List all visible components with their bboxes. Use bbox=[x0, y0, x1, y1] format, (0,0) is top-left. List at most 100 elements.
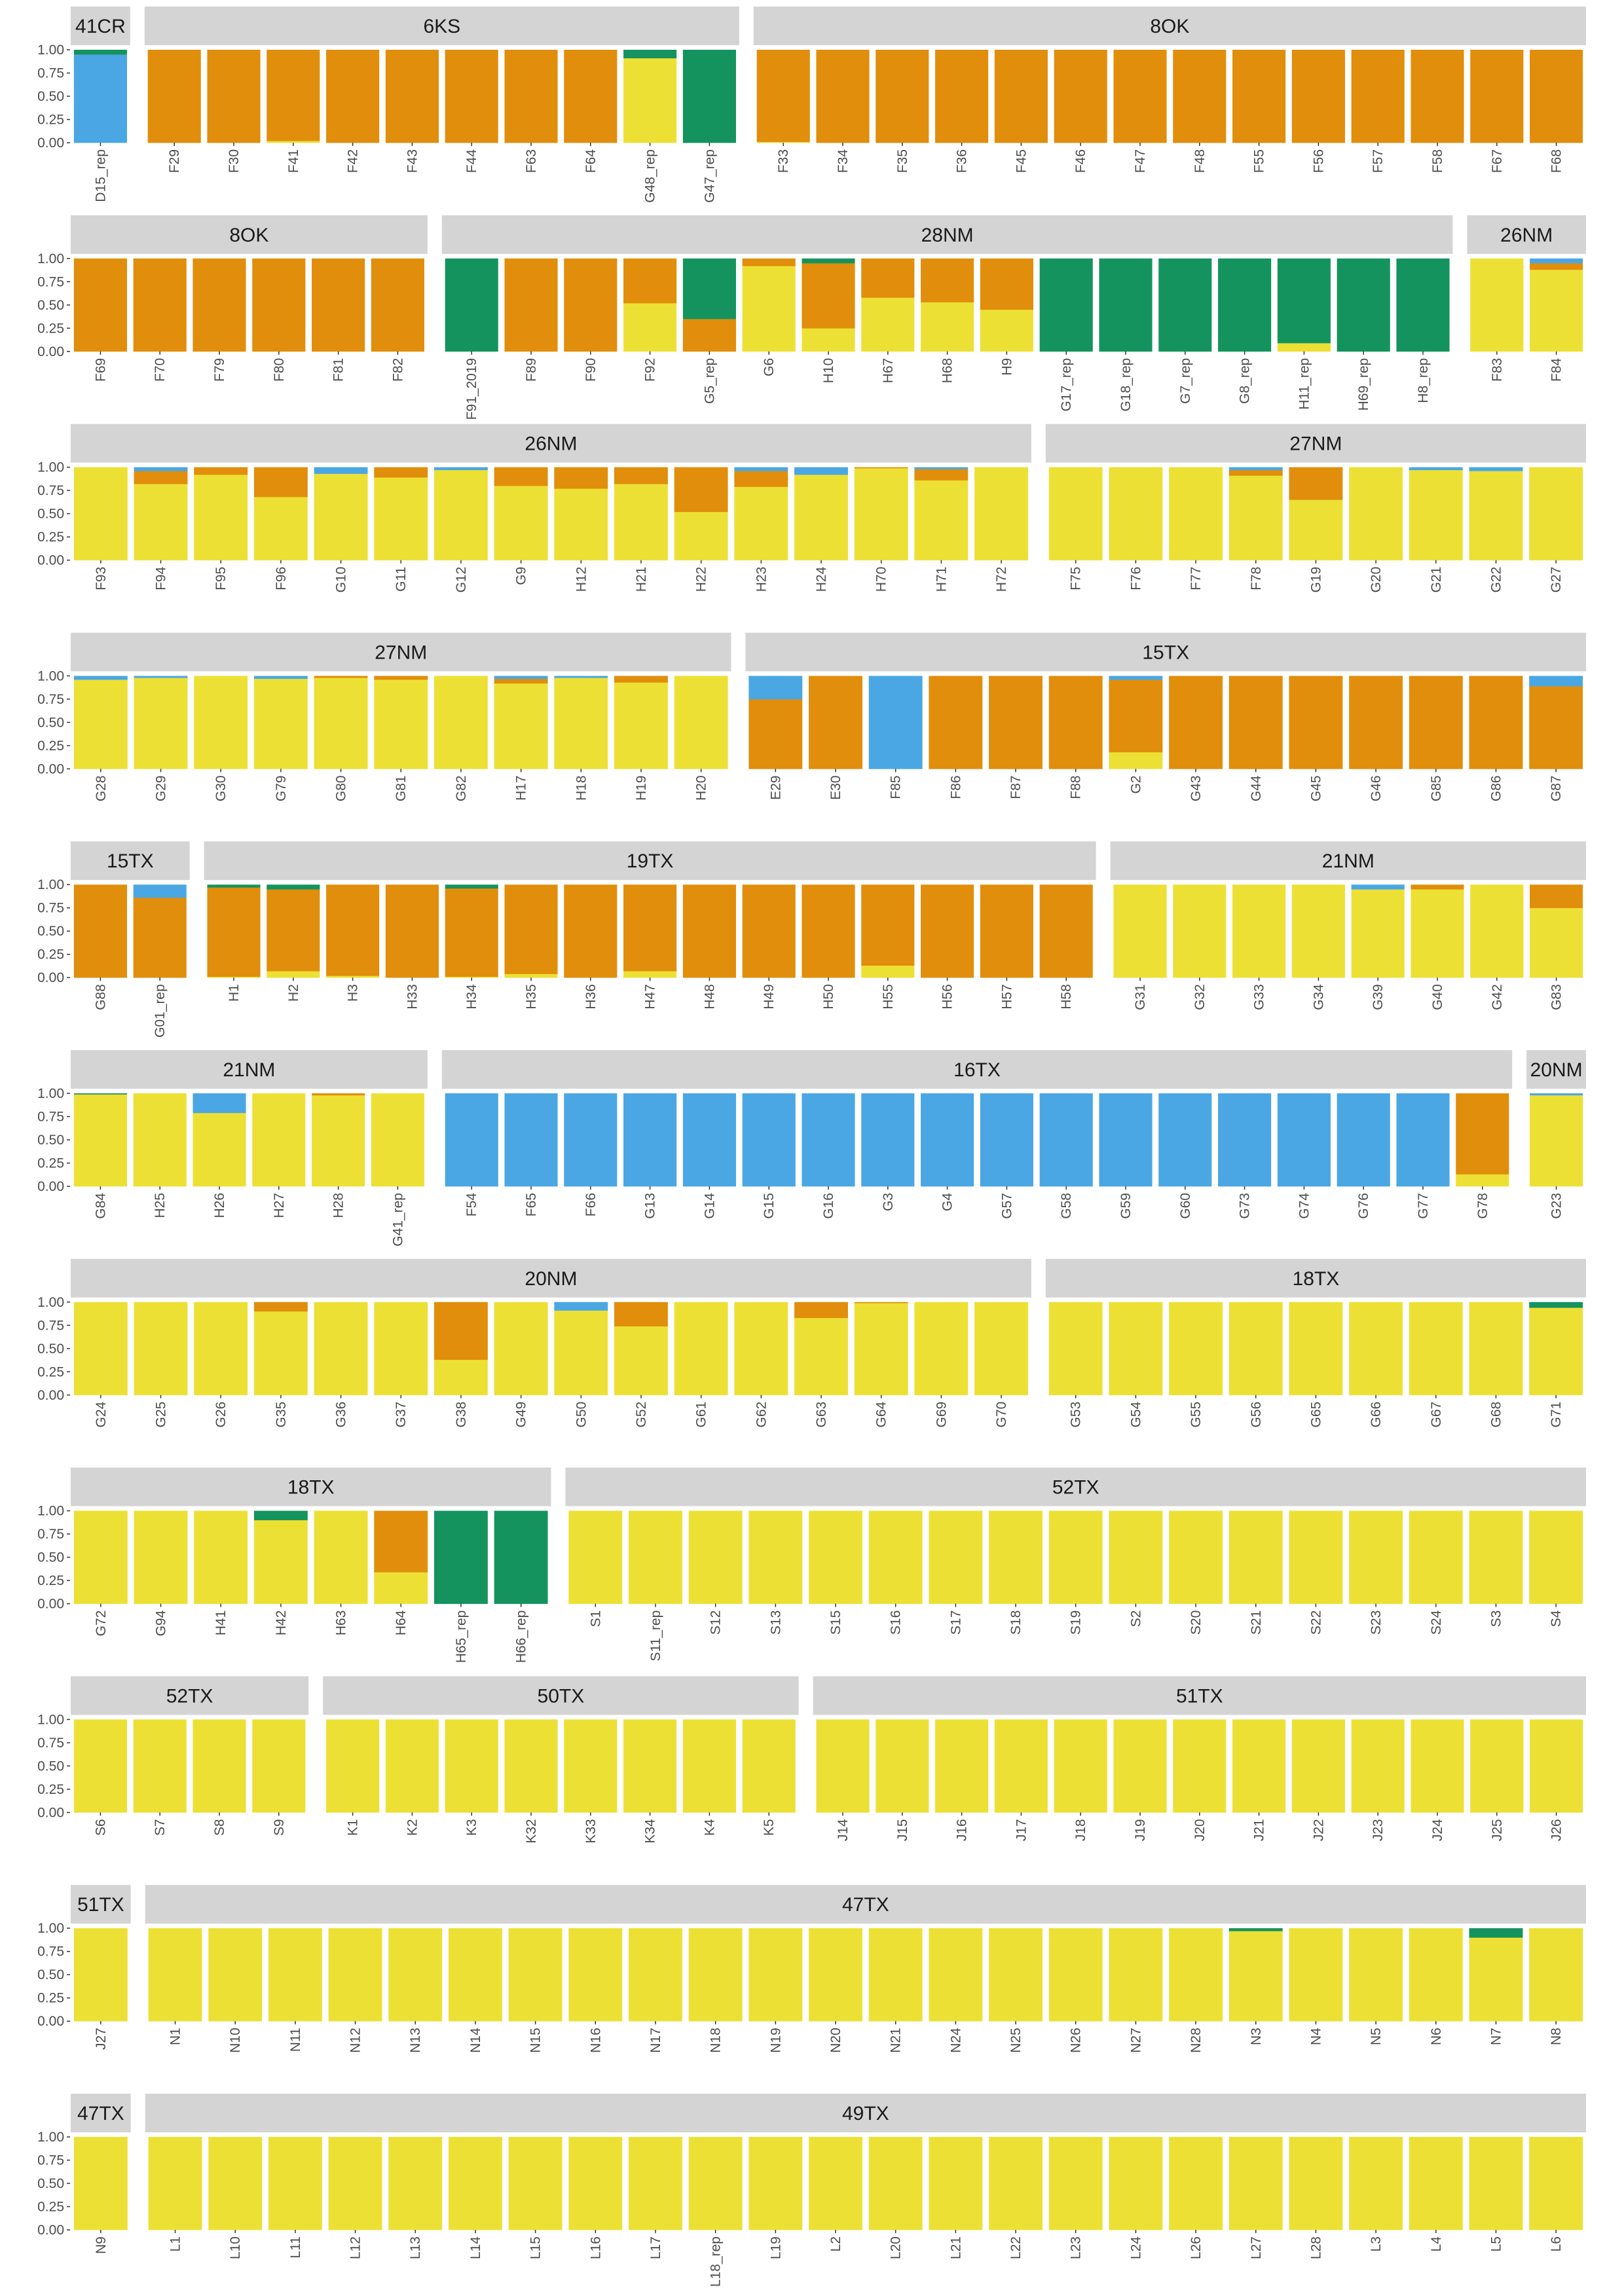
bar-segment-yellow bbox=[623, 1719, 677, 1813]
bar-segment-yellow bbox=[980, 309, 1033, 352]
bar-J21: J21 bbox=[1232, 1719, 1286, 1841]
bar-H26: H26 bbox=[193, 1093, 246, 1218]
bar-L1: L1 bbox=[148, 2137, 202, 2251]
bar-N8: N8 bbox=[1529, 1928, 1583, 2045]
x-tick-label: G81 bbox=[394, 775, 409, 801]
bar-L10: L10 bbox=[208, 2137, 263, 2259]
y-tick-label: 0.00 bbox=[37, 1179, 64, 1194]
x-tick-label: H35 bbox=[524, 984, 539, 1010]
facet-panel: 50TX K1 K2 K3 K32 K33 K34 K4 K5 bbox=[323, 1676, 799, 1844]
x-tick-label: F85 bbox=[889, 775, 904, 799]
x-tick-label: F81 bbox=[331, 358, 346, 382]
x-tick-label: H10 bbox=[821, 358, 836, 384]
bar-S11_rep: S11_rep bbox=[629, 1510, 682, 1661]
bar-segment-yellow bbox=[989, 1510, 1043, 1604]
x-tick-label: F94 bbox=[154, 566, 169, 591]
y-tick-label: 0.75 bbox=[37, 1110, 64, 1125]
y-tick-label: 0.00 bbox=[37, 553, 64, 568]
bar-segment-yellow bbox=[1529, 2137, 1583, 2231]
bar-G83: G83 bbox=[1530, 884, 1583, 1010]
bar-G24: G24 bbox=[73, 1302, 128, 1428]
bar-J16: J16 bbox=[935, 1719, 989, 1841]
bar-segment-orange bbox=[133, 898, 187, 978]
bar-S9: S9 bbox=[252, 1719, 306, 1836]
x-tick-label: L16 bbox=[588, 2236, 603, 2259]
bar-G64: G64 bbox=[854, 1302, 908, 1428]
bar-segment-yellow bbox=[148, 2137, 202, 2231]
bar-G43: G43 bbox=[1169, 676, 1223, 801]
bar-segment-yellow bbox=[614, 682, 668, 769]
bar-F67: F67 bbox=[1470, 50, 1524, 173]
bar-G17_rep: G17_rep bbox=[1039, 258, 1093, 412]
bar-G52: G52 bbox=[614, 1302, 668, 1428]
x-tick-label: L17 bbox=[648, 2236, 663, 2259]
y-tick-label: 0.00 bbox=[37, 1805, 64, 1820]
bar-K4: K4 bbox=[682, 1719, 736, 1836]
bar-G61: G61 bbox=[674, 1302, 728, 1428]
x-tick-label: G79 bbox=[274, 775, 289, 801]
bar-S17: S17 bbox=[929, 1510, 983, 1635]
bar-segment-orange bbox=[1351, 50, 1405, 143]
bar-segment-yellow bbox=[674, 676, 728, 769]
bar-segment-yellow bbox=[73, 1719, 127, 1813]
facet-strip bbox=[71, 841, 190, 881]
x-tick-label: G42 bbox=[1490, 984, 1505, 1010]
x-tick-label: G46 bbox=[1369, 775, 1384, 801]
bar-E29: E29 bbox=[748, 676, 803, 800]
bar-N20: N20 bbox=[809, 1928, 862, 2053]
bar-segment-yellow bbox=[134, 484, 188, 560]
bar-L13: L13 bbox=[388, 2137, 443, 2259]
bar-segment-yellow bbox=[564, 1719, 618, 1813]
bar-H34: H34 bbox=[445, 884, 498, 1010]
x-tick-label: N28 bbox=[1189, 2028, 1204, 2053]
bar-F69: F69 bbox=[73, 258, 127, 382]
bar-segment-orange bbox=[374, 1510, 428, 1573]
x-tick-label: S24 bbox=[1429, 1610, 1444, 1635]
bar-G7_rep: G7_rep bbox=[1158, 258, 1212, 404]
bar-segment-yellow bbox=[734, 486, 788, 560]
bar-F63: F63 bbox=[504, 50, 558, 173]
bar-J18: J18 bbox=[1054, 1719, 1107, 1841]
bar-segment-yellow bbox=[989, 2137, 1043, 2231]
bar-segment-orange bbox=[989, 676, 1043, 769]
bar-segment-orange bbox=[385, 884, 439, 978]
bar-segment-yellow bbox=[385, 1719, 439, 1813]
bar-segment-orange bbox=[564, 258, 618, 352]
bar-segment-yellow bbox=[1529, 1510, 1583, 1604]
x-tick-label: G20 bbox=[1369, 567, 1384, 593]
bar-G40: G40 bbox=[1411, 884, 1464, 1010]
bar-segment-orange bbox=[194, 467, 248, 475]
x-tick-label: F83 bbox=[1490, 358, 1505, 382]
bar-segment-yellow bbox=[629, 1928, 682, 2022]
bar-segment-yellow bbox=[1469, 1937, 1523, 2022]
y-tick-label: 0.25 bbox=[37, 321, 64, 336]
x-tick-label: G65 bbox=[1308, 1402, 1323, 1428]
x-tick-label: G78 bbox=[1475, 1193, 1490, 1219]
bar-F41: F41 bbox=[267, 50, 320, 173]
x-tick-label: H42 bbox=[274, 1611, 289, 1636]
bar-segment-green bbox=[494, 1510, 548, 1604]
bar-segment-green bbox=[1529, 1302, 1583, 1308]
x-tick-label: G18_rep bbox=[1118, 358, 1134, 412]
x-tick-label: G57 bbox=[999, 1193, 1014, 1219]
bar-F56: F56 bbox=[1291, 50, 1345, 173]
bar-F65: F65 bbox=[504, 1093, 558, 1216]
bar-G66: G66 bbox=[1349, 1302, 1403, 1428]
bar-segment-yellow bbox=[434, 1359, 488, 1396]
bar-G37: G37 bbox=[374, 1302, 428, 1428]
x-tick-label: G16 bbox=[821, 1193, 836, 1219]
bar-segment-blue bbox=[193, 1093, 246, 1114]
bar-F81: F81 bbox=[312, 258, 365, 382]
facet-row: 0.00 0.25 0.50 0.75 1.00 52TX S6 S7 S8 S9 50TX K1 K2… bbox=[37, 1676, 1586, 1844]
bar-segment-yellow bbox=[504, 1719, 558, 1813]
bar-L17: L17 bbox=[629, 2137, 682, 2259]
bar-H33: H33 bbox=[385, 884, 439, 1010]
bar-segment-yellow bbox=[568, 1510, 623, 1604]
bar-G73: G73 bbox=[1218, 1093, 1272, 1219]
bar-segment-orange bbox=[1411, 884, 1464, 890]
bar-segment-yellow bbox=[448, 2137, 502, 2231]
facet-strip-label: 8OK bbox=[229, 225, 268, 246]
bar-G87: G87 bbox=[1529, 676, 1583, 801]
bar-K1: K1 bbox=[326, 1719, 380, 1836]
x-tick-label: F93 bbox=[94, 567, 109, 591]
